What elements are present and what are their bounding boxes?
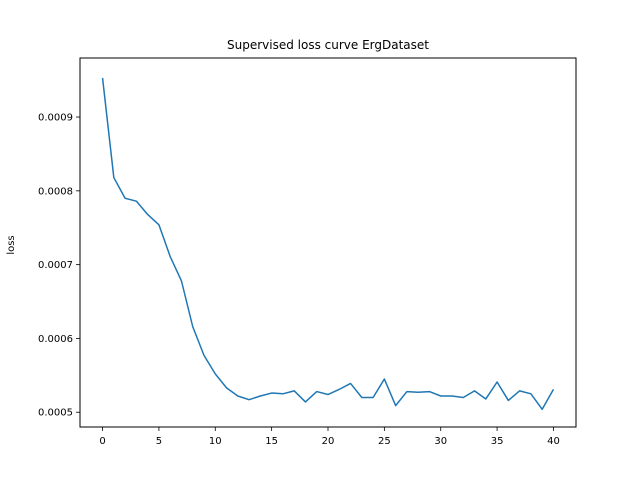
y-tick-label: 0.0009 (38, 113, 73, 124)
y-tick-label: 0.0008 (38, 186, 73, 197)
x-tick-label: 0 (99, 436, 105, 447)
chart-title: Supervised loss curve ErgDataset (227, 38, 429, 52)
y-tick-label: 0.0007 (38, 260, 73, 271)
x-tick-label: 40 (547, 436, 560, 447)
axes-frame (79, 57, 577, 428)
x-tick-label: 10 (209, 436, 222, 447)
x-tick-label: 20 (322, 436, 335, 447)
x-tick-label: 25 (378, 436, 391, 447)
y-tick-label: 0.0005 (38, 408, 73, 419)
x-tick-label: 35 (491, 436, 504, 447)
y-axis-title: loss (6, 235, 17, 254)
loss-series-line (101, 77, 555, 411)
x-tick-label: 5 (156, 436, 162, 447)
y-tick-label: 0.0006 (38, 334, 73, 345)
x-tick-label: 15 (265, 436, 278, 447)
x-tick-label: 30 (434, 436, 447, 447)
